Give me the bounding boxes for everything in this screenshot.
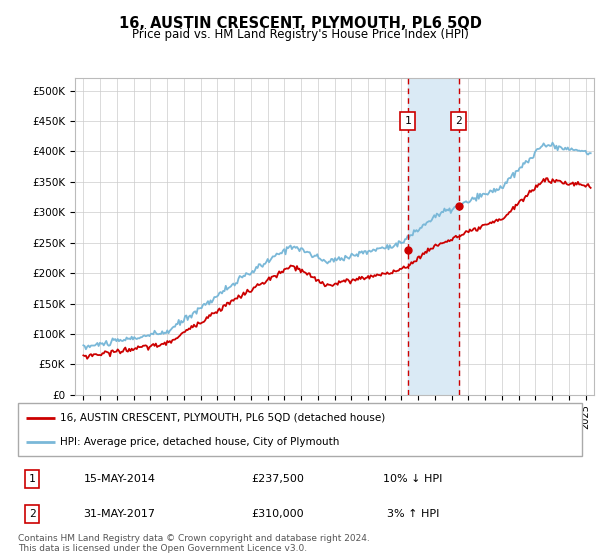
Text: 1: 1 [404,116,411,126]
Text: 1: 1 [29,474,35,484]
Bar [407,78,458,395]
FancyBboxPatch shape [18,403,582,456]
Text: 16, AUSTIN CRESCENT, PLYMOUTH, PL6 5QD: 16, AUSTIN CRESCENT, PLYMOUTH, PL6 5QD [119,16,481,31]
Text: HPI: Average price, detached house, City of Plymouth: HPI: Average price, detached house, City… [60,437,340,447]
Text: £237,500: £237,500 [251,474,304,484]
Text: 15-MAY-2014: 15-MAY-2014 [83,474,155,484]
Text: 10% ↓ HPI: 10% ↓ HPI [383,474,442,484]
Text: 16, AUSTIN CRESCENT, PLYMOUTH, PL6 5QD (detached house): 16, AUSTIN CRESCENT, PLYMOUTH, PL6 5QD (… [60,413,386,423]
Text: 3% ↑ HPI: 3% ↑ HPI [386,509,439,519]
Text: 31-MAY-2017: 31-MAY-2017 [83,509,155,519]
Text: Price paid vs. HM Land Registry's House Price Index (HPI): Price paid vs. HM Land Registry's House … [131,28,469,41]
Text: £310,000: £310,000 [251,509,304,519]
Text: Contains HM Land Registry data © Crown copyright and database right 2024.
This d: Contains HM Land Registry data © Crown c… [18,534,370,553]
Text: 2: 2 [455,116,462,126]
Text: 2: 2 [29,509,35,519]
